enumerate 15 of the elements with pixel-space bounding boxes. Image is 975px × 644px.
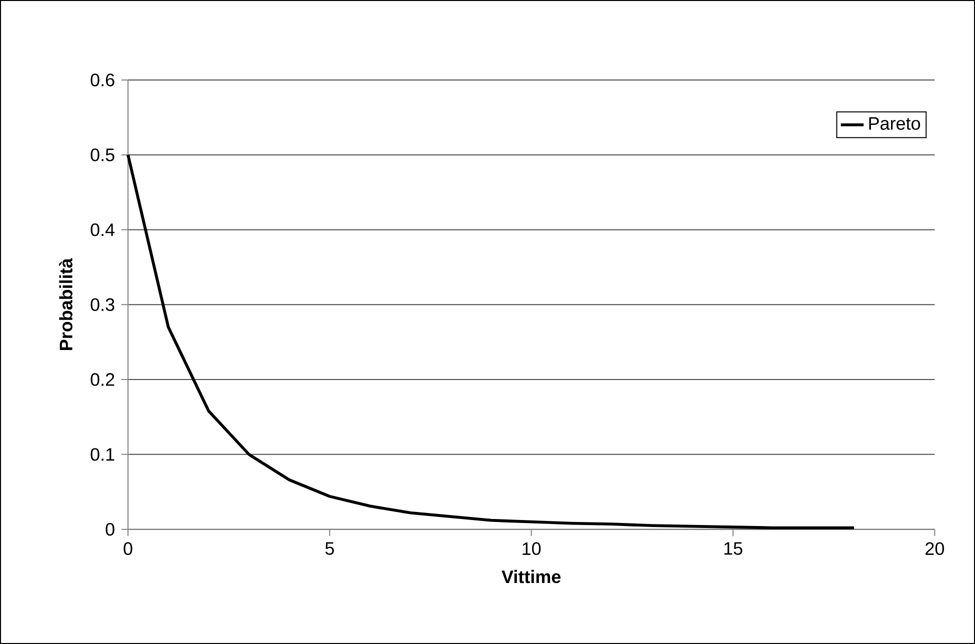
x-axis-title: Vittime	[502, 570, 561, 584]
y-tick-label: 0.1	[90, 448, 114, 461]
y-tick-label: 0.5	[90, 148, 114, 162]
x-tick-label: 15	[724, 542, 742, 555]
y-tick-label: 0	[106, 522, 114, 536]
y-tick-label: 0.2	[90, 373, 114, 386]
legend-label: Pareto	[869, 117, 920, 130]
y-tick-label: 0.3	[90, 298, 114, 312]
x-tick-label: 5	[325, 542, 334, 555]
y-tick-label: 0.6	[90, 74, 114, 86]
x-tick-label: 0	[124, 542, 132, 556]
y-axis-title: Probabilità	[59, 258, 72, 350]
x-tick-label: 10	[522, 542, 541, 556]
x-tick-label: 20	[926, 542, 944, 556]
y-tick-label: 0.4	[90, 223, 115, 236]
